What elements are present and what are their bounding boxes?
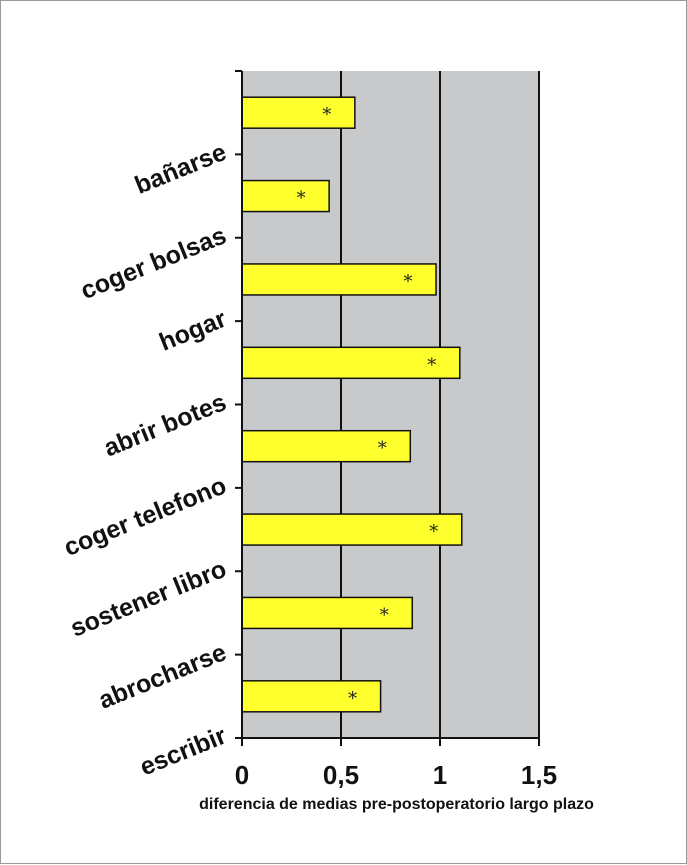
x-tick-label: 1 [433,760,447,790]
plot-area [242,71,539,738]
significance-marker: * [404,271,413,292]
significance-marker: * [378,438,387,459]
significance-marker: * [427,355,436,376]
category-label: coger telefono [60,471,230,561]
significance-marker: * [348,688,357,709]
bar [241,179,330,213]
axes [235,70,540,746]
significance-marker: * [322,105,331,126]
bar [241,596,414,630]
x-tick-label: 0,5 [323,760,359,790]
significance-marker: * [380,605,389,626]
category-label: bañarse [131,138,230,200]
category-label: hogar [155,305,230,357]
significance-marker: * [429,522,438,543]
x-tick-label: 1,5 [521,760,557,790]
bar [241,680,382,713]
category-label: abrir botes [100,388,230,462]
bar [241,96,356,129]
bar [241,263,437,296]
bars: * * * * * * * * [241,96,463,713]
x-tick-labels: 0 0,5 1 1,5 [235,760,557,790]
significance-marker: * [297,188,306,209]
bar [241,513,463,546]
category-label: abrocharse [95,638,231,714]
x-axis-title: diferencia de medias pre-postoperatorio … [199,796,594,813]
category-label: escribir [136,722,230,782]
category-label: sostener libro [66,555,230,643]
category-label: coger bolsas [77,221,230,305]
x-tick-label: 0 [235,760,249,790]
